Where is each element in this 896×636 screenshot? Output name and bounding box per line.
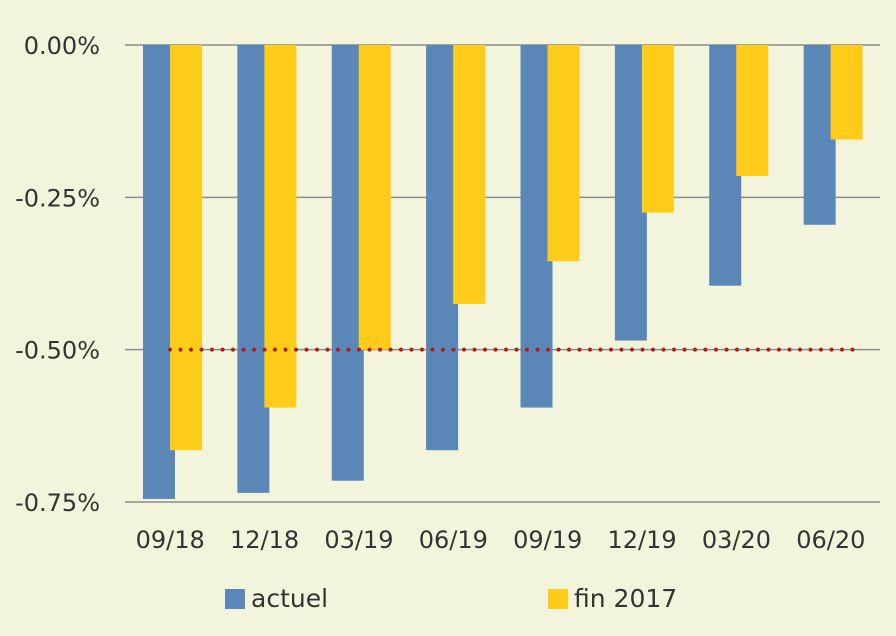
legend-label: fin 2017 (574, 584, 677, 613)
x-tick-label: 06/20 (796, 526, 865, 554)
bar-actuel-03-20 (709, 45, 742, 286)
bar-fin-2017-09-18 (170, 45, 202, 451)
x-axis-tick-labels: 09/18 12/18 03/19 06/19 09/19 12/19 03/20 06/20 (136, 526, 866, 554)
y-tick-label: -0.50% (15, 337, 100, 365)
y-tick-label: -0.75% (15, 489, 100, 517)
bar-actuel-12-18 (237, 45, 270, 493)
bar-fin-2017-03-20 (736, 45, 769, 177)
x-tick-label: 03/19 (324, 526, 393, 554)
bar-fin-2017-06-19 (453, 45, 486, 304)
legend-label: actuel (251, 584, 328, 613)
bar-fin-2017-09-19 (547, 45, 580, 262)
bars (143, 45, 863, 499)
bar-actuel-09-18 (143, 45, 175, 499)
x-tick-label: 12/19 (607, 526, 676, 554)
x-tick-label: 09/18 (136, 526, 205, 554)
x-tick-label: 03/20 (702, 526, 771, 554)
bar-fin-2017-12-19 (641, 45, 674, 213)
x-tick-label: 06/19 (419, 526, 488, 554)
x-tick-label: 09/19 (513, 526, 582, 554)
y-tick-label: -0.25% (15, 184, 100, 212)
bar-fin-2017-06-20 (830, 45, 863, 140)
y-axis-tick-labels: 0.00% -0.25% -0.50% -0.75% (15, 32, 100, 517)
bar-actuel-06-19 (426, 45, 459, 451)
bar-actuel-09-19 (520, 45, 553, 408)
bar-fin-2017-12-18 (264, 45, 297, 408)
legend-swatch (225, 589, 245, 609)
bar-actuel-12-19 (614, 45, 647, 341)
x-tick-label: 12/18 (230, 526, 299, 554)
bar-actuel-03-19 (331, 45, 364, 481)
legend: actuel fin 2017 (225, 584, 677, 613)
y-tick-label: 0.00% (24, 32, 100, 60)
legend-swatch (548, 589, 568, 609)
bar-fin-2017-03-19 (358, 45, 391, 350)
bar-actuel-06-20 (803, 45, 836, 225)
